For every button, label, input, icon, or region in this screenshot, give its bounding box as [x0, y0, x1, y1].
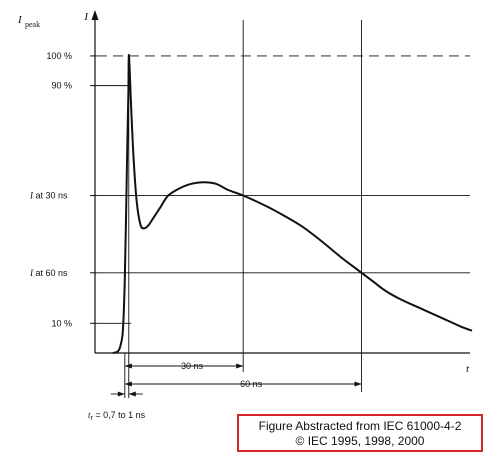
copyright-line-1: Figure Abstracted from IEC 61000-4-2: [258, 419, 462, 433]
y-tick-label-prefix-2: I: [29, 191, 34, 201]
rise-time-label: tr = 0,7 to 1 ns: [88, 410, 146, 422]
rise-time-text: = 0,7 to 1 ns: [93, 410, 146, 420]
dimension-30ns-arrow-right: [236, 363, 244, 369]
waveform-curve: [112, 53, 473, 354]
y-tick-label-0: 100 %: [46, 51, 72, 61]
rise-time-subscript: r: [91, 415, 94, 422]
x-axis-label: t: [466, 363, 470, 375]
y-tick-label-4: 10 %: [51, 318, 72, 328]
y-tick-label-prefix-3: I: [29, 268, 34, 278]
rise-time-symbol: t: [88, 410, 91, 420]
dimension-60ns-arrow-left: [124, 381, 132, 387]
y-axis-label: I: [83, 11, 89, 23]
dimension-30ns-arrow-left: [124, 363, 132, 369]
marker-label-60ns: 60 ns: [240, 379, 263, 389]
dimension-60ns-arrow-right: [354, 381, 362, 387]
marker-label-30ns: 30 ns: [181, 361, 204, 371]
y-tick-label-text-2: at 30 ns: [33, 191, 68, 201]
y-tick-label-text-3: at 60 ns: [33, 268, 68, 278]
copyright-notice: Figure Abstracted from IEC 61000-4-2 © I…: [237, 414, 483, 452]
y-reference-label: I: [17, 14, 23, 26]
y-reference-subscript: peak: [25, 20, 40, 29]
y-tick-label-3: I at 60 ns: [29, 268, 68, 278]
y-axis-arrowhead: [91, 10, 99, 20]
y-tick-label-2: I at 30 ns: [29, 191, 68, 201]
copyright-line-2: © IEC 1995, 1998, 2000: [295, 434, 425, 448]
y-tick-label-1: 90 %: [51, 81, 72, 91]
waveform-curve-layer: [112, 53, 473, 354]
axes: [90, 10, 470, 397]
guide-lines: [97, 20, 470, 398]
